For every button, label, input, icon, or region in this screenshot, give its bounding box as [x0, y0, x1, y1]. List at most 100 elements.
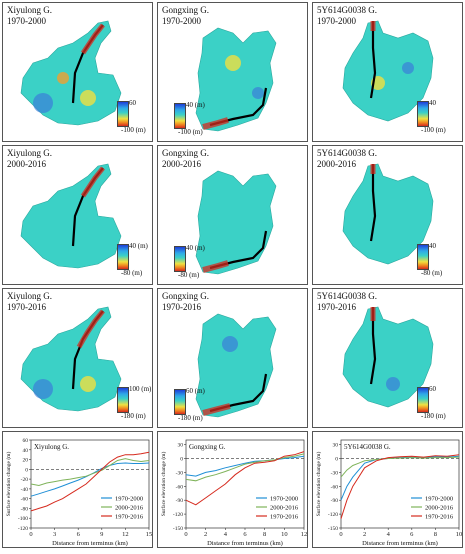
x-axis-label: Distance from terminus (km) [207, 540, 283, 547]
x-tick-label: 12 [122, 531, 129, 538]
colorbar-min: -80 (m) [121, 269, 143, 277]
glacier-outline [342, 20, 434, 122]
colorbar-min: -180 (m) [121, 412, 146, 420]
series-line-1970-2000 [30, 462, 150, 497]
glacier-name: 5Y614G0038 G. [317, 291, 377, 301]
colorbar-max: 60 [129, 99, 136, 107]
period-label: 2000-2016 [317, 159, 356, 169]
colorbar [117, 387, 129, 413]
period-label: 1970-2000 [162, 16, 201, 26]
centerline-terminus [80, 166, 105, 198]
centerline-terminus [202, 260, 229, 273]
y-tick-label: -60 [331, 484, 339, 490]
period-label: 2000-2016 [162, 159, 201, 169]
legend-label: 1970-2016 [270, 514, 299, 521]
centerline-terminus [76, 309, 105, 349]
glacier-name: 5Y614G0038 G. [317, 148, 377, 158]
x-tick-label: 0 [29, 531, 32, 538]
period-label: 1970-2016 [7, 302, 46, 312]
colorbar [417, 244, 429, 270]
y-tick-label: -150 [328, 526, 338, 532]
map-panel-gongxing-1970-2016: Gongxing G. 1970-2016 60 (m) -180 (m) [157, 288, 308, 428]
colorbar-max: 60 (m) [186, 387, 205, 395]
x-tick-label: 2 [363, 531, 366, 538]
profile-chart-svg: 0 2 4 6 8 10 12 -150 -120 -90 -60 -30 0 30 Gongxing G.… [160, 439, 308, 547]
colorbar-min: -80 (m) [178, 271, 200, 279]
elevation-change-map [20, 306, 122, 412]
colorbar [417, 387, 429, 413]
colorbar-max: 60 [429, 385, 436, 393]
x-tick-label: 10 [456, 531, 463, 538]
x-tick-label: 6 [410, 531, 414, 538]
colorbar [174, 389, 186, 415]
elevation-change-map [342, 163, 434, 265]
x-tick-label: 15 [146, 531, 153, 538]
y-axis-label: Surface elevation change (m) [315, 452, 322, 517]
glacier-name: Xiyulong G. [7, 148, 52, 158]
plot-frame [340, 439, 460, 529]
x-tick-label: 0 [184, 531, 187, 538]
y-tick-label: -40 [21, 487, 29, 493]
period-label: 1970-2000 [7, 16, 46, 26]
y-tick-label: 30 [178, 443, 184, 449]
map-panel-gongxing-2000-2016: Gongxing G. 2000-2016 40 (m) -80 (m) [157, 145, 308, 285]
glacier-outline [195, 170, 277, 275]
glacier-name: Xiyulong G. [7, 291, 52, 301]
colorbar-min: -180 (m) [421, 412, 446, 420]
x-tick-label: 6 [77, 531, 81, 538]
centerline-terminus [80, 23, 105, 55]
glacier-outline [342, 306, 434, 408]
x-axis-label: Distance from terminus (km) [362, 540, 438, 547]
series-line-2000-2016 [185, 453, 305, 482]
legend-label: 1970-2000 [115, 496, 143, 503]
x-tick-label: 6 [243, 531, 247, 538]
colorbar-max: 40 [429, 99, 436, 107]
colorbar-max: 40 (m) [129, 242, 148, 250]
chart-title: Gongxing G. [189, 443, 226, 451]
y-tick-label: -20 [21, 477, 29, 483]
x-tick-label: 2 [204, 531, 207, 538]
x-tick-label: 3 [53, 531, 56, 538]
y-tick-label: -120 [18, 526, 28, 532]
y-axis-label: Surface elevation change (m) [5, 452, 12, 517]
x-tick-label: 4 [224, 531, 228, 538]
glacier-outline [195, 313, 277, 418]
series-line-1970-2016 [185, 451, 305, 506]
map-panel-gongxing-1970-2000: Gongxing G. 1970-2000 40 (m) -100 (m) [157, 2, 308, 142]
profile-chart-svg: 0 2 4 6 8 10 -150 -120 -90 -60 -30 0 30 5Y614G0038 G.… [315, 439, 463, 547]
chart-title: Xiyulong G. [34, 443, 69, 451]
y-tick-label: 60 [23, 438, 29, 444]
legend-label: 2000-2016 [115, 505, 144, 512]
chart-title: 5Y614G0038 G. [344, 443, 391, 451]
series-line-2000-2016 [30, 458, 150, 487]
x-tick-label: 4 [387, 531, 391, 538]
series-line-1970-2000 [185, 455, 305, 477]
colorbar-min: -180 (m) [178, 414, 203, 422]
profile-chart-xiyulong: 0 3 6 9 12 15 -120 -100 -80 -60 -40 -20 0 20 40 60 Xiyul… [2, 431, 153, 548]
y-tick-label: 40 [23, 448, 29, 454]
y-tick-label: -30 [176, 470, 184, 476]
colorbar [117, 101, 129, 127]
map-panel-5y614g0038-2000-2016: 5Y614G0038 G. 2000-2016 40 -80 (m) [312, 145, 463, 285]
legend-label: 1970-2000 [425, 496, 453, 503]
y-tick-label: -90 [176, 498, 184, 504]
centerline [369, 21, 377, 99]
y-tick-label: 20 [23, 458, 29, 464]
colorbar-max: 40 [429, 242, 436, 250]
x-tick-label: 9 [100, 531, 103, 538]
series-line-2000-2016 [340, 456, 460, 478]
colorbar-max: 40 (m) [186, 101, 205, 109]
x-tick-label: 12 [301, 531, 308, 538]
x-tick-label: 8 [434, 531, 437, 538]
map-panel-xiyulong-1970-2000: Xiyulong G. 1970-2000 60 -100 (m) [2, 2, 153, 142]
colorbar-max: 100 (m) [129, 385, 152, 393]
glacier-name: Gongxing G. [162, 291, 209, 301]
map-panel-5y614g0038-1970-2000: 5Y614G0038 G. 1970-2000 40 -100 (m) [312, 2, 463, 142]
glacier-name: Gongxing G. [162, 5, 209, 15]
elevation-change-map [20, 20, 122, 126]
legend-label: 1970-2016 [425, 514, 454, 521]
elevation-change-map [195, 27, 277, 132]
y-axis-label: Surface elevation change (m) [160, 452, 167, 517]
map-panel-5y614g0038-1970-2016: 5Y614G0038 G. 1970-2016 60 -180 (m) [312, 288, 463, 428]
glacier-name: Gongxing G. [162, 148, 209, 158]
